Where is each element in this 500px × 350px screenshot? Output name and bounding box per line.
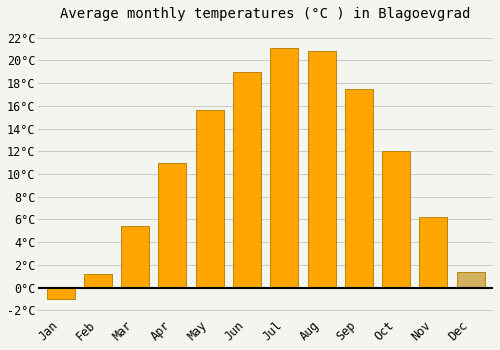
Bar — [233, 72, 261, 288]
Bar — [308, 51, 336, 288]
Bar — [84, 274, 112, 288]
Title: Average monthly temperatures (°C ) in Blagoevgrad: Average monthly temperatures (°C ) in Bl… — [60, 7, 471, 21]
Bar — [270, 48, 298, 288]
Bar — [121, 226, 149, 288]
Bar — [46, 288, 74, 299]
Bar — [456, 272, 484, 288]
Bar — [345, 89, 373, 288]
Bar — [158, 163, 186, 288]
Bar — [382, 151, 410, 288]
Bar — [196, 110, 224, 288]
Bar — [420, 217, 448, 288]
